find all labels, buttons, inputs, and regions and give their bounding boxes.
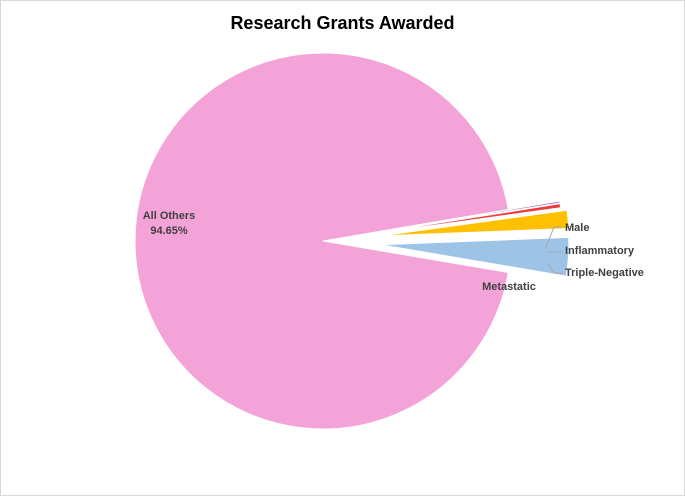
pie-slice-inflammatory: [374, 203, 562, 234]
slice-label-male: Male: [565, 222, 589, 234]
pie-slice-all-others: [134, 52, 509, 430]
slice-label-inflammatory: Inflammatory: [565, 245, 635, 257]
slice-label-metastatic: Metastatic: [482, 281, 536, 293]
slice-label-triple-negative: Triple-Negative: [565, 267, 644, 279]
chart-title: Research Grants Awarded: [230, 13, 455, 33]
slice-label-all-others: All Others: [143, 210, 196, 222]
pie-slice-male: [374, 200, 561, 234]
leader-line-male: [545, 226, 562, 248]
slice-value-all-others: 94.65%: [150, 225, 188, 237]
pie-slice-triple-negative: [380, 209, 570, 237]
pie-slice-metastatic: [380, 236, 570, 277]
leader-line-triple-negative: [546, 262, 562, 274]
